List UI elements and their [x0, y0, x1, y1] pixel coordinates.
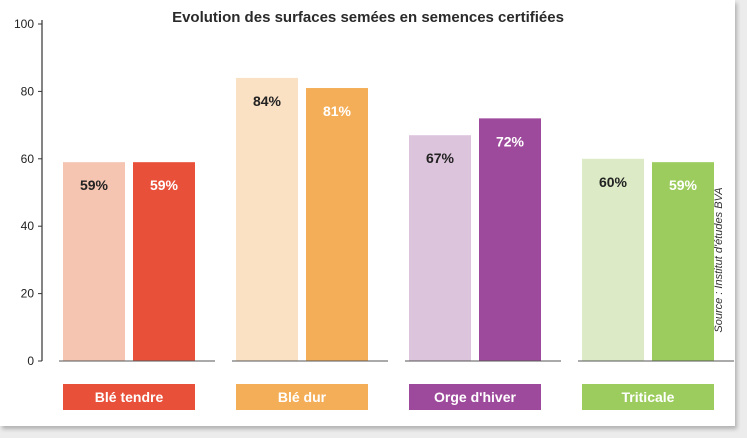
bar-value-label: 60%	[599, 174, 628, 190]
value-labels: 59% 59% 84% 81% 67% 72% 60% 59%	[80, 93, 698, 193]
bar	[306, 88, 368, 361]
bar	[652, 162, 714, 361]
category-label-box	[409, 384, 541, 410]
category-label-box	[236, 384, 368, 410]
bar-value-label: 81%	[323, 103, 352, 119]
bar	[479, 118, 541, 361]
y-tick-label: 40	[21, 219, 35, 233]
y-tick-label: 20	[21, 287, 35, 301]
chart-card: Evolution des surfaces semées en semence…	[0, 0, 735, 426]
bar	[63, 162, 125, 361]
bar-value-label: 59%	[80, 177, 109, 193]
bar	[236, 77, 298, 362]
category-labels: Blé tendre Blé dur Orge d'hiver Triticale	[63, 384, 714, 410]
category-label-box	[63, 384, 195, 410]
category-label: Triticale	[622, 389, 675, 405]
source-note: Source : Institut d'études BVA	[713, 187, 725, 332]
y-tick-label: 60	[21, 152, 35, 166]
bar-value-label: 72%	[496, 133, 525, 149]
bar-value-label: 59%	[150, 177, 179, 193]
bar-value-label: 84%	[253, 93, 282, 109]
category-label: Orge d'hiver	[434, 389, 516, 405]
bar-chart: Evolution des surfaces semées en semence…	[14, 9, 734, 410]
bar	[133, 162, 195, 361]
category-label-box	[582, 384, 714, 410]
y-tick-label: 80	[21, 84, 35, 98]
category-label: Blé dur	[278, 389, 327, 405]
y-tick-label: 100	[14, 17, 34, 31]
bars	[59, 77, 734, 362]
chart-title: Evolution des surfaces semées en semence…	[172, 9, 564, 26]
y-axis: 0 20 40 60 80 100	[14, 17, 43, 368]
y-tick-label: 0	[27, 354, 34, 368]
bar-value-label: 67%	[426, 150, 455, 166]
category-label: Blé tendre	[95, 389, 164, 405]
bar	[582, 158, 644, 361]
bar	[409, 135, 471, 361]
bar-value-label: 59%	[669, 177, 698, 193]
